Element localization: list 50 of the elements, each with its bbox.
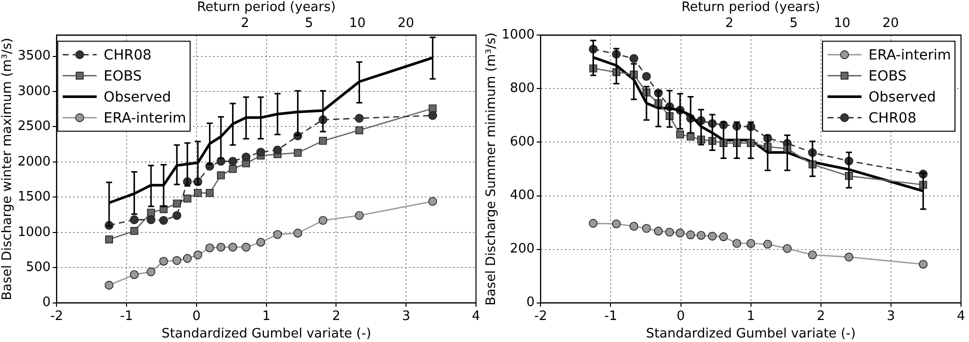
x2-tick-label: 20 [882, 16, 899, 31]
legend-label: CHR08 [868, 110, 916, 126]
y-tick-label: 800 [510, 81, 535, 96]
y-tick-label: 600 [510, 134, 535, 150]
y-tick-label: 500 [26, 260, 51, 275]
x-tick-label: -1 [604, 308, 618, 324]
legend-label: EOBS [868, 68, 907, 84]
x-tick-label: 3 [402, 308, 410, 324]
x-axis-title: Standardized Gumbel variate (-) [646, 326, 856, 342]
x-tick-label: 2 [816, 308, 826, 324]
x-tick-label: -2 [534, 308, 548, 324]
y-tick-label: 200 [510, 242, 535, 257]
x-tick-label: -1 [120, 308, 134, 324]
legend-label: ERA-interim [868, 47, 952, 64]
x-tick-label: 0 [192, 308, 201, 324]
y-axis-title: Basel Discharge winter maximum (m³/s) [0, 38, 16, 300]
legend-label: ERA-interim [104, 110, 186, 126]
y-axis-title: Basel Discharge Summer minimum (m³/s) [484, 32, 500, 306]
x2-tick-label: 2 [240, 16, 250, 31]
x-tick-label: 1 [262, 308, 270, 324]
x2-tick-label: 5 [304, 16, 314, 31]
legend-label: Observed [868, 89, 936, 106]
x2-tick-label: 10 [349, 16, 366, 31]
y-tick-label: 0 [526, 295, 535, 310]
x-tick-label: -2 [50, 308, 64, 324]
x2-tick-label: 10 [834, 16, 850, 31]
y-tick-label: 3000 [18, 84, 51, 99]
legend-label: EOBS [104, 68, 142, 84]
x-tick-label: 0 [676, 308, 685, 324]
y-tick-label: 2000 [18, 154, 51, 170]
x2-tick-label: 2 [725, 16, 734, 31]
x-tick-label: 4 [472, 308, 480, 324]
y-tick-label: 1000 [502, 28, 535, 43]
x2-tick-label: 20 [398, 16, 414, 31]
y-tick-label: 0 [42, 295, 51, 310]
x2-tick-label: 5 [789, 16, 798, 31]
y-tick-label: 2500 [18, 119, 51, 134]
y-tick-label: 1000 [18, 224, 51, 240]
x2-axis-title: Return period (years) [196, 0, 336, 16]
x-tick-label: 4 [956, 308, 966, 324]
x2-axis-title: Return period (years) [681, 0, 820, 16]
legend-label: CHR08 [104, 47, 152, 64]
x-tick-label: 2 [332, 308, 340, 324]
x-tick-label: 1 [746, 308, 755, 324]
y-tick-label: 1500 [18, 190, 51, 205]
x-axis-title: Standardized Gumbel variate (-) [162, 326, 372, 342]
legend-label: Observed [104, 89, 172, 106]
y-tick-label: 3500 [18, 48, 51, 64]
y-tick-label: 400 [510, 188, 535, 204]
x-tick-label: 3 [886, 308, 896, 324]
